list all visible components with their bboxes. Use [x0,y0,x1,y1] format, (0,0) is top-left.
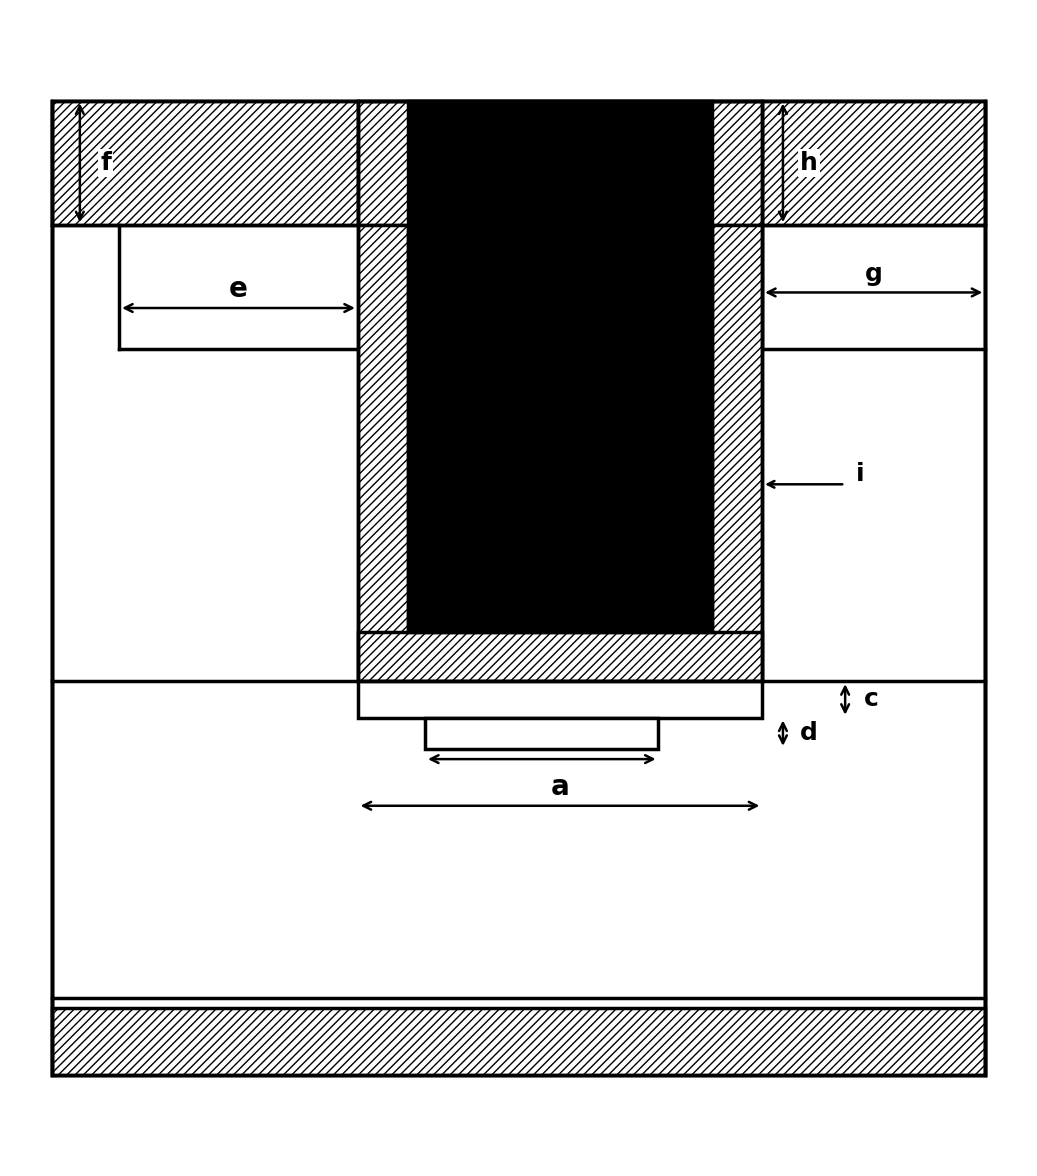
Text: d: d [800,721,818,746]
Text: f: f [101,151,111,175]
Bar [712,225,762,681]
Bar [358,632,762,681]
Text: b: b [532,727,552,755]
Bar [408,101,712,632]
Bar [425,717,658,749]
Text: a: a [551,773,569,801]
Text: h: h [800,151,818,175]
Bar [52,101,985,1075]
Bar [52,101,358,225]
Bar [358,101,762,225]
Text: e: e [229,275,248,303]
Bar [762,101,985,225]
Bar [358,681,762,717]
Bar [358,101,762,681]
Text: g: g [865,262,882,286]
Text: i: i [856,462,864,486]
Bar [358,225,408,681]
Text: c: c [864,688,878,711]
Bar [52,1008,985,1075]
Bar [52,101,985,1075]
